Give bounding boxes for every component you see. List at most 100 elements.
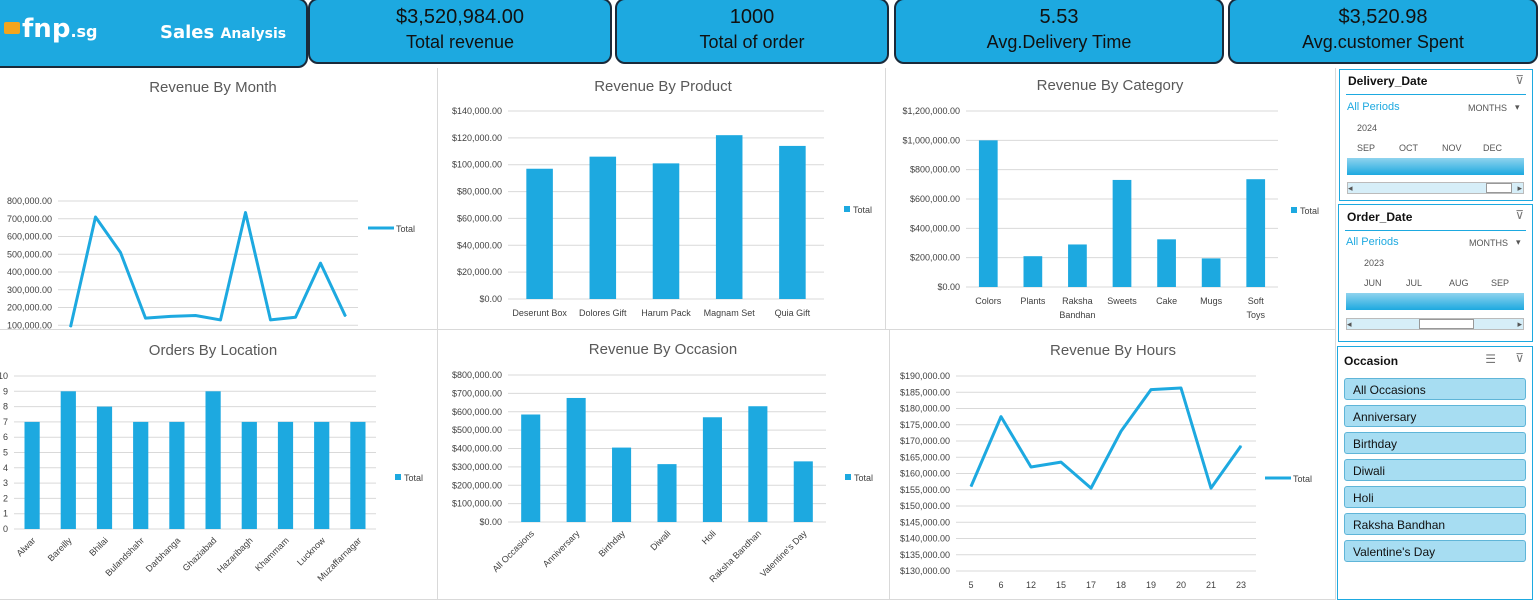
all-periods-link[interactable]: All Periods [1347, 101, 1400, 113]
time-level-select[interactable]: MONTHS [1468, 103, 1507, 113]
timeline-scrollbar[interactable] [1347, 182, 1524, 194]
x-tick-label: Khammam [253, 535, 291, 573]
chevron-down-icon[interactable]: ▾ [1515, 102, 1520, 112]
data-point [970, 486, 972, 487]
slicer-order-date[interactable]: Order_Date ⊽ All Periods MONTHS ▾ 2023 J… [1338, 204, 1533, 342]
data-point [320, 262, 321, 264]
y-tick-label: 2 [3, 493, 8, 503]
clear-filter-icon[interactable]: ⊽ [1515, 73, 1524, 87]
x-tick-label: Raksha [1062, 296, 1093, 306]
occasion-item[interactable]: Birthday [1344, 432, 1526, 454]
panel-orders-by-location[interactable]: Orders By Location 0 1 2 3 4 5 6 7 8 9 10 Alwar Barei… [0, 330, 438, 600]
legend-label: Total [1293, 474, 1312, 484]
occasion-item[interactable]: Valentine's Day [1344, 540, 1526, 562]
y-tick-label: $800,000.00 [452, 370, 502, 380]
y-tick-label: 6 [3, 432, 8, 442]
month-label: DEC [1483, 143, 1503, 153]
data-point [120, 251, 121, 253]
bar [1068, 244, 1087, 287]
bar [612, 447, 632, 522]
timeline-bar[interactable] [1346, 293, 1524, 310]
scroll-left-icon[interactable]: ◂ [1347, 319, 1352, 329]
x-tick-label: 19 [1146, 580, 1156, 590]
all-periods-link[interactable]: All Periods [1346, 236, 1399, 248]
timeline-bar[interactable] [1347, 158, 1524, 175]
kpi-label: Total revenue [405, 32, 515, 52]
scroll-right-icon[interactable]: ▸ [1517, 319, 1522, 329]
y-tick-label: 0 [3, 524, 8, 534]
panel-revenue-by-hours[interactable]: Revenue By Hours $130,000.00 $135,000.00 $1… [890, 330, 1336, 600]
occasion-item[interactable]: Anniversary [1344, 405, 1526, 427]
scrollbar-thumb[interactable] [1419, 319, 1474, 329]
occasion-item[interactable]: Holi [1344, 486, 1526, 508]
y-tick-label: $1,200,000.00 [902, 106, 960, 116]
clear-filter-icon[interactable]: ⊽ [1515, 208, 1524, 222]
y-tick-label: $300,000.00 [452, 462, 502, 472]
bar [1112, 179, 1132, 287]
divider [1345, 230, 1526, 231]
y-tick-label: 8 [3, 402, 8, 412]
y-tick-label: $1,000,000.00 [902, 135, 960, 145]
y-tick-label: 200,000.00 [7, 303, 52, 313]
bar [350, 421, 366, 529]
panel-revenue-by-month[interactable]: Revenue By Month$0.00100,000.00200,000.0… [0, 68, 438, 388]
y-tick-label: 400,000.00 [7, 267, 52, 277]
scroll-right-icon[interactable]: ▸ [1517, 183, 1522, 193]
y-tick-label: 10 [0, 371, 8, 381]
x-tick-label: Dolores Gift [579, 308, 627, 318]
series-line [69, 211, 347, 328]
slicer-delivery-date[interactable]: Delivery_Date ⊽ All Periods MONTHS ▾ 202… [1339, 69, 1533, 201]
chevron-down-icon[interactable]: ▾ [1516, 237, 1521, 247]
bar [1023, 256, 1043, 287]
y-tick-label: 9 [3, 386, 8, 396]
occasion-item[interactable]: All Occasions [1344, 378, 1526, 400]
y-tick-label: 600,000.00 [7, 232, 52, 242]
x-tick-label: Ghaziabad [181, 535, 219, 573]
data-point [145, 317, 146, 319]
brand-logo-card: fnp.sg Sales Analysis [0, 0, 308, 68]
panel-revenue-by-occasion[interactable]: Revenue By Occasion $0.00 $100,000.00 $200,… [438, 330, 890, 600]
bar [277, 421, 294, 529]
time-level-select[interactable]: MONTHS [1469, 238, 1508, 248]
x-tick-label: Holi [700, 528, 718, 546]
y-tick-label: $120,000.00 [452, 133, 502, 143]
bar [1201, 258, 1221, 287]
month-label: SEP [1491, 278, 1510, 288]
occasion-item[interactable]: Raksha Bandhan [1344, 513, 1526, 535]
legend-swatch [395, 474, 401, 480]
panel-revenue-by-category[interactable]: Revenue By Category $0.00 $200,000.00 $400,… [886, 68, 1336, 330]
occasion-item[interactable]: Diwali [1344, 459, 1526, 481]
y-tick-label: $500,000.00 [452, 425, 502, 435]
x-tick-label: 5 [968, 580, 973, 590]
data-point [1060, 461, 1062, 463]
y-tick-label: $150,000.00 [900, 501, 950, 511]
y-tick-label: $100,000.00 [452, 499, 502, 509]
x-tick-label: Cake [1156, 296, 1177, 306]
legend-label: Total [396, 224, 415, 234]
month-label: JUN [1364, 278, 1382, 288]
kpi-avg-spent: $3,520.98 Avg.customer Spent [1228, 0, 1538, 64]
y-tick-label: $100,000.00 [452, 160, 502, 170]
y-tick-label: 1 [3, 509, 8, 519]
x-tick-label: Sweets [1107, 296, 1137, 306]
multi-select-icon[interactable]: ☰ [1485, 352, 1496, 366]
x-tick-label: Hazaribagh [215, 535, 255, 575]
legend-label: Total [853, 205, 872, 215]
x-tick-label: 18 [1116, 580, 1126, 590]
scroll-left-icon[interactable]: ◂ [1348, 183, 1353, 193]
panel-revenue-by-product[interactable]: Revenue By Product $0.00 $20,000.00 $40,000… [438, 68, 886, 330]
x-tick-label: 21 [1206, 580, 1216, 590]
month-label: JUL [1406, 278, 1423, 288]
slicer-occasion[interactable]: Occasion ☰ ⊽ All Occasions Anniversary B… [1337, 346, 1533, 600]
timeline-scrollbar[interactable] [1346, 318, 1524, 330]
clear-filter-icon[interactable]: ⊽ [1515, 351, 1524, 365]
y-tick-label: $600,000.00 [452, 407, 502, 417]
x-tick-label: Harum Pack [641, 308, 691, 318]
x-tick-label: Magnam Set [704, 308, 756, 318]
y-tick-label: $170,000.00 [900, 436, 950, 446]
y-tick-label: 3 [3, 478, 8, 488]
legend-label: Total [1300, 206, 1319, 216]
x-tick-label: Deserunt Box [512, 308, 567, 318]
chart-title: Revenue By Hours [1050, 342, 1176, 359]
scrollbar-thumb[interactable] [1486, 183, 1512, 193]
